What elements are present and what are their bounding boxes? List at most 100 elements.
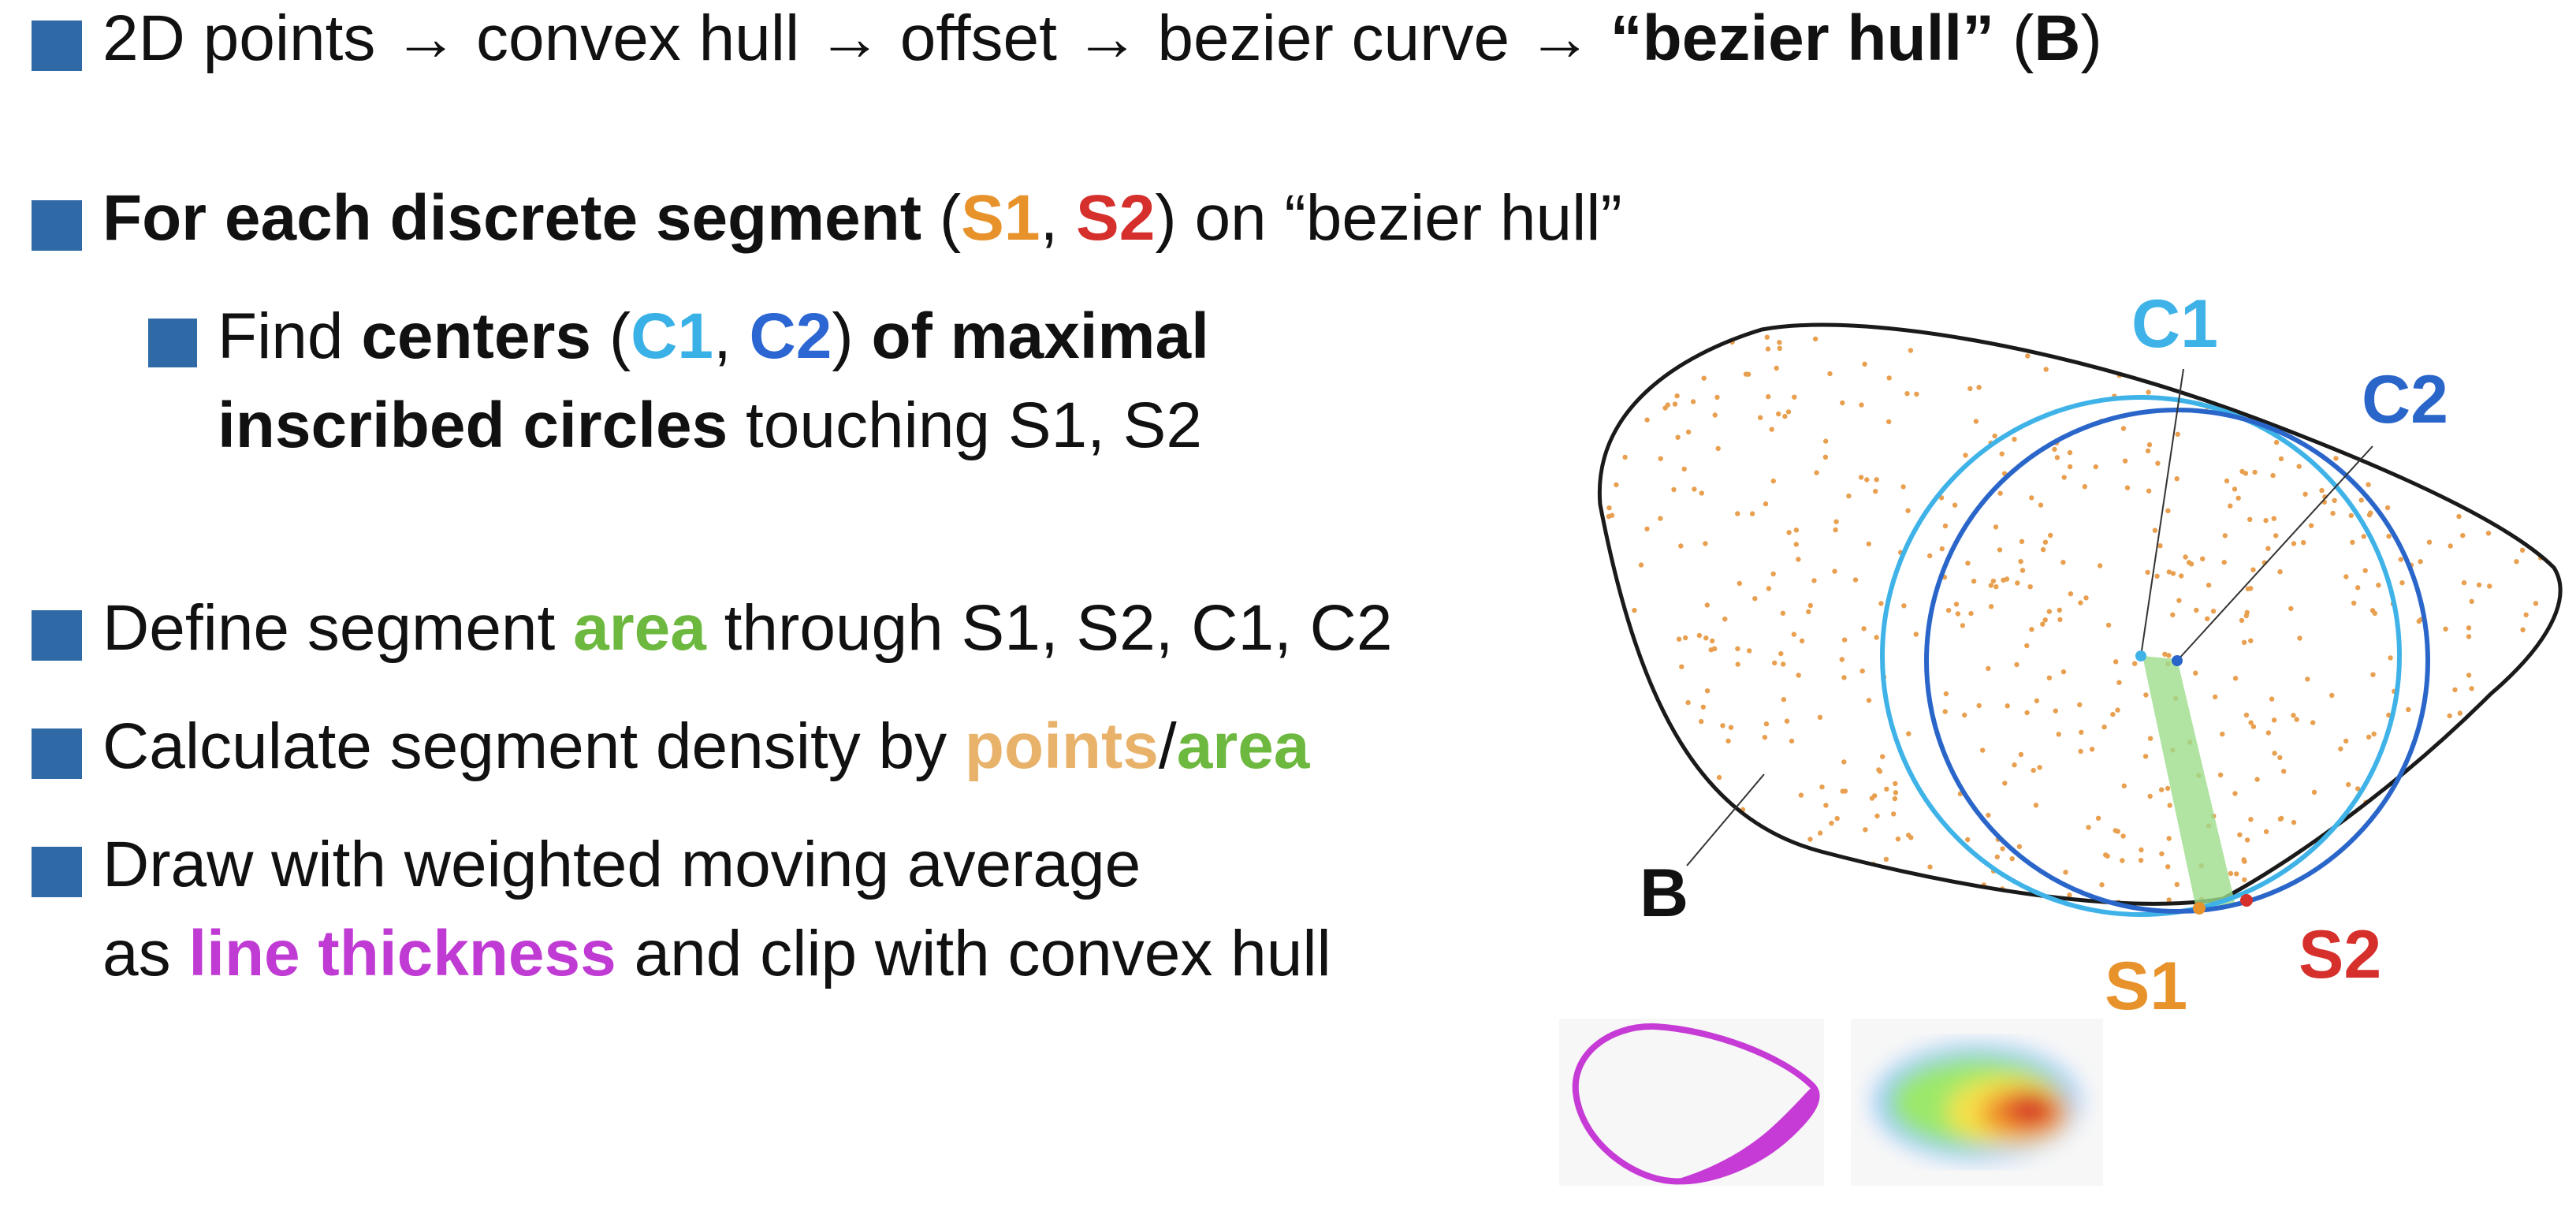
data-point (1770, 478, 1776, 484)
bullet-area: Define segment area through S1, S2, C1, … (32, 583, 1392, 673)
data-point (2291, 819, 2297, 825)
data-point (2057, 607, 2062, 613)
data-point (1692, 486, 1697, 492)
bullet-square-icon (32, 200, 82, 251)
data-point (1735, 511, 1740, 516)
data-point (2337, 339, 2343, 345)
data-point (1716, 774, 1722, 781)
data-point (2448, 543, 2453, 549)
data-point (1671, 486, 1677, 493)
data-point (2531, 725, 2537, 730)
data-point (2346, 432, 2351, 438)
data-point (1714, 394, 1720, 401)
data-point (2095, 815, 2101, 822)
data-point (2302, 356, 2308, 363)
data-point (1822, 454, 1829, 460)
data-point (2519, 547, 2526, 553)
segment-point-s1 (2193, 902, 2206, 915)
data-point (1906, 833, 1912, 838)
data-point (2520, 627, 2526, 632)
data-point (1814, 470, 1819, 475)
data-point (1713, 821, 1718, 826)
data-point (1763, 859, 1768, 864)
data-point (2086, 825, 2091, 830)
data-point (1864, 477, 1870, 483)
data-point (2525, 701, 2531, 706)
data-point (1696, 908, 1700, 913)
data-point (2067, 449, 2073, 456)
data-point (2210, 609, 2217, 614)
data-point (2371, 731, 2377, 737)
data-point (1722, 617, 1728, 622)
data-point (1967, 386, 1973, 392)
data-point (2250, 356, 2256, 362)
data-point (1841, 759, 1847, 765)
data-point (2248, 720, 2254, 725)
data-point (2183, 554, 2188, 560)
data-point (1696, 632, 1703, 639)
data-point (2354, 352, 2359, 359)
data-point (2254, 384, 2261, 389)
bullet-text: 2D points → convex hull → offset → bezie… (102, 2, 2102, 74)
data-point (1606, 505, 1612, 511)
data-point (1800, 904, 1804, 908)
data-point (2297, 401, 2302, 407)
data-point (2496, 840, 2502, 846)
data-point (2386, 886, 2392, 892)
data-point (2138, 858, 2144, 863)
data-point (1782, 413, 1788, 419)
data-point (2376, 583, 2381, 588)
data-point (2531, 896, 2537, 901)
data-point (2502, 415, 2507, 421)
data-point (2053, 708, 2058, 714)
data-point (2252, 469, 2258, 475)
data-point (2113, 659, 2119, 665)
data-point (1861, 626, 1867, 632)
bullet-text: Find centers (C1, C2) of maximal inscribe… (218, 300, 1209, 462)
data-point (2333, 456, 2339, 461)
data-point (1852, 577, 1859, 583)
data-point (2555, 788, 2561, 794)
data-point (1690, 399, 1696, 404)
data-point (1699, 490, 1704, 496)
data-point (2396, 851, 2402, 858)
data-point (2469, 686, 2474, 691)
data-point (1799, 638, 1805, 644)
data-point (2426, 539, 2433, 545)
data-point (2152, 527, 2158, 533)
data-point (1992, 433, 1997, 439)
data-point (2483, 789, 2489, 796)
data-point (2476, 827, 2481, 833)
data-point (2049, 348, 2054, 354)
data-point (2240, 370, 2246, 376)
data-point (2294, 717, 2299, 722)
data-point (2060, 560, 2066, 565)
data-point (1891, 811, 1897, 817)
data-point (2384, 505, 2391, 511)
data-point (1840, 400, 1845, 406)
data-point (2544, 546, 2549, 551)
data-point (1772, 660, 1778, 666)
data-point (2046, 609, 2052, 614)
data-point (1658, 456, 1663, 461)
data-point (1703, 541, 1708, 546)
data-point (1807, 602, 1813, 609)
data-point (2537, 796, 2542, 801)
data-point (2443, 626, 2448, 632)
data-point (2485, 531, 2492, 536)
data-point (1704, 342, 1710, 348)
data-point (1747, 648, 1752, 654)
data-point (2105, 853, 2110, 859)
data-point (2018, 559, 2023, 565)
data-point (1963, 453, 1968, 458)
data-point (1806, 609, 1811, 615)
data-point (1997, 547, 2003, 553)
data-point (1617, 652, 1623, 658)
data-point (2473, 767, 2478, 773)
data-point (2093, 464, 2098, 470)
data-point (1884, 786, 1889, 792)
data-point (1876, 767, 1882, 773)
bullet-square-icon (32, 20, 82, 71)
data-point (2486, 353, 2492, 359)
data-point (2014, 661, 2019, 668)
